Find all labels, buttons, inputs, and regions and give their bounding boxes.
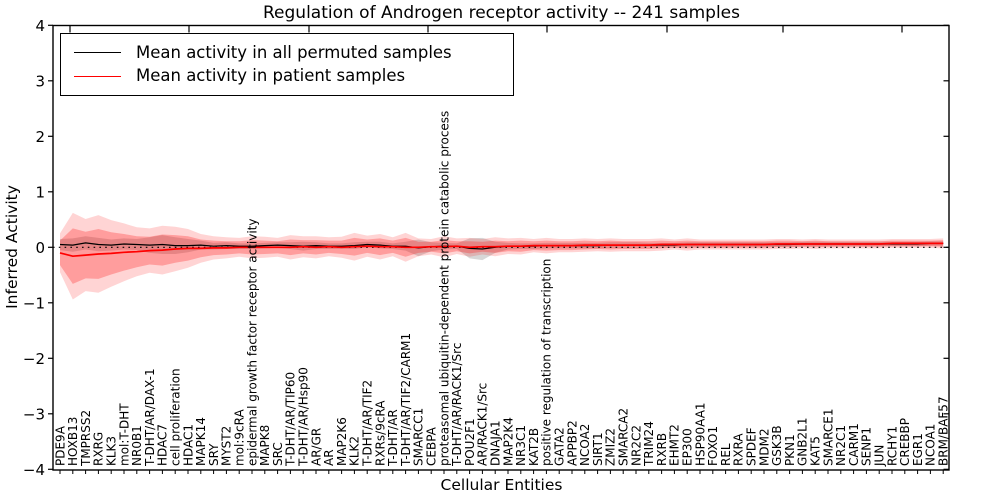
x-tick-label: MDM2 xyxy=(757,428,771,466)
plot-border xyxy=(52,24,950,471)
x-tick-label: CARM1 xyxy=(847,423,861,466)
x-tick-label: MAPK8 xyxy=(258,425,272,466)
x-tick-label: ZMIZ2 xyxy=(604,428,618,466)
x-tick-label: MAPK14 xyxy=(194,417,208,466)
x-tick-label: EGR1 xyxy=(911,433,925,466)
x-tick-label: REL xyxy=(719,443,733,466)
x-tick-label: cell proliferation xyxy=(169,368,183,466)
x-tick-label: positive regulation of transcription xyxy=(540,259,554,466)
x-tick-label: MAP2K6 xyxy=(335,417,349,466)
x-tick-label: SMARCE1 xyxy=(821,408,835,466)
x-tick-label: T-DHT/AR/TIF2 xyxy=(361,380,375,467)
x-tick-label: HOXB13 xyxy=(66,417,80,466)
y-tick-label: −2 xyxy=(23,350,45,368)
x-tick-label: GSK3B xyxy=(770,425,784,466)
x-axis-label: Cellular Entities xyxy=(440,476,563,494)
legend: Mean activity in all permuted samples Mea… xyxy=(60,33,514,96)
permuted-samples-std-band xyxy=(60,235,944,261)
x-tick-label: NR3C1 xyxy=(514,425,528,466)
y-tick-label: −3 xyxy=(23,405,45,423)
x-tick-label: SMARCA2 xyxy=(617,408,631,466)
legend-label: Mean activity in all permuted samples xyxy=(136,42,452,62)
y-tick-label: 2 xyxy=(35,128,45,146)
x-tick-label: TRIM24 xyxy=(642,421,656,467)
x-tick-label: RXRG xyxy=(92,432,106,466)
x-tick-label: NR0B1 xyxy=(130,425,144,466)
y-tick-label: 4 xyxy=(35,17,45,35)
x-tick-label: NCOA1 xyxy=(924,424,938,466)
x-tick-label: SRC xyxy=(271,442,285,466)
x-tick-label: MYST2 xyxy=(220,426,234,466)
y-tick-label: 0 xyxy=(35,239,45,257)
x-tick-label: GATA2 xyxy=(553,427,567,466)
legend-line-sample xyxy=(74,75,121,77)
x-tick-label: SRY xyxy=(207,443,221,466)
x-tick-label: AR xyxy=(322,449,336,466)
x-tick-label: PDE9A xyxy=(53,425,67,466)
patient-mean-line xyxy=(59,242,944,258)
x-tick-label: POU2F1 xyxy=(463,418,477,466)
x-tick-label: SPDEF xyxy=(745,427,759,466)
x-tick-label: AR/RACK1/Src xyxy=(476,383,490,466)
x-tick-label: T-DHT/AR/Hsp90 xyxy=(297,367,311,467)
x-tick-label: HDAC7 xyxy=(156,424,170,466)
y-tick-label: 3 xyxy=(35,72,45,90)
x-tick-label: PKN1 xyxy=(783,434,797,466)
x-tick-label: RXRA xyxy=(732,433,746,466)
x-tick-label: AR/GR xyxy=(309,428,323,466)
x-tick-label: GNB2L1 xyxy=(796,418,810,466)
x-tick-label: mol:9cRA xyxy=(233,409,247,466)
x-tick-label: T-DHT/AR/RACK1/Src xyxy=(450,343,464,467)
x-tick-label: mol:T-DHT xyxy=(117,403,131,466)
x-tick-label: CREBBP xyxy=(898,418,912,466)
x-tick-label: T-DHT/AR/TIP60 xyxy=(284,372,298,467)
x-tick-label: JUN xyxy=(873,445,887,467)
patient-samples-outer-band xyxy=(60,212,944,300)
y-axis-label: Inferred Activity xyxy=(3,185,21,309)
y-tick-label: −4 xyxy=(23,461,45,479)
x-tick-label: EP300 xyxy=(681,428,695,466)
legend-entry: Mean activity in all permuted samples xyxy=(74,42,513,62)
x-tick-label: NR2C1 xyxy=(834,425,848,466)
x-tick-label: HDAC1 xyxy=(181,424,195,466)
x-tick-label: CEBPA xyxy=(425,426,439,466)
x-tick-label: proteasomal ubiquitin-dependent protein … xyxy=(437,111,451,466)
x-tick-label: T-DHT/AR/DAX-1 xyxy=(143,368,157,467)
x-tick-label: APPBP2 xyxy=(565,420,579,466)
x-tick-label: T-DHT/AR xyxy=(386,409,400,467)
x-tick-label: TMPRSS2 xyxy=(79,410,93,467)
x-tick-label: RXRs/9cRA xyxy=(373,400,387,466)
patient-samples-std-band xyxy=(60,228,944,284)
legend-entry: Mean activity in patient samples xyxy=(74,66,513,85)
x-tick-label: SIRT1 xyxy=(591,432,605,466)
x-tick-label: T-DHT/AR/TIF2/CARM1 xyxy=(399,333,413,467)
x-tick-label: NR2C2 xyxy=(629,425,643,466)
x-tick-label: SMARCC1 xyxy=(412,408,426,466)
x-tick-label: SENP1 xyxy=(860,427,874,466)
x-tick-label: MAP2K4 xyxy=(501,417,515,466)
legend-label: Mean activity in patient samples xyxy=(136,66,406,85)
x-tick-label: KLK3 xyxy=(105,436,119,466)
x-tick-label: NCOA2 xyxy=(578,424,592,466)
x-tick-label: FOXO1 xyxy=(706,426,720,466)
x-tick-label: RXRB xyxy=(655,433,669,466)
chart-title: Regulation of Androgen receptor activity… xyxy=(263,3,740,23)
x-tick-label: KLK2 xyxy=(348,436,362,466)
x-tick-label: DNAJA1 xyxy=(489,420,503,466)
x-tick-label: KAT5 xyxy=(809,436,823,466)
x-tick-label: KAT2B xyxy=(527,428,541,466)
x-tick-label: epidermal growth factor receptor activit… xyxy=(245,219,259,466)
legend-line-sample xyxy=(74,52,121,54)
x-tick-label: RCHY1 xyxy=(885,426,899,466)
y-tick-label: 1 xyxy=(35,183,45,201)
y-tick-label: −1 xyxy=(23,294,45,312)
x-tick-label: EHMT2 xyxy=(668,424,682,466)
x-tick-label: HSP90AA1 xyxy=(693,402,707,466)
